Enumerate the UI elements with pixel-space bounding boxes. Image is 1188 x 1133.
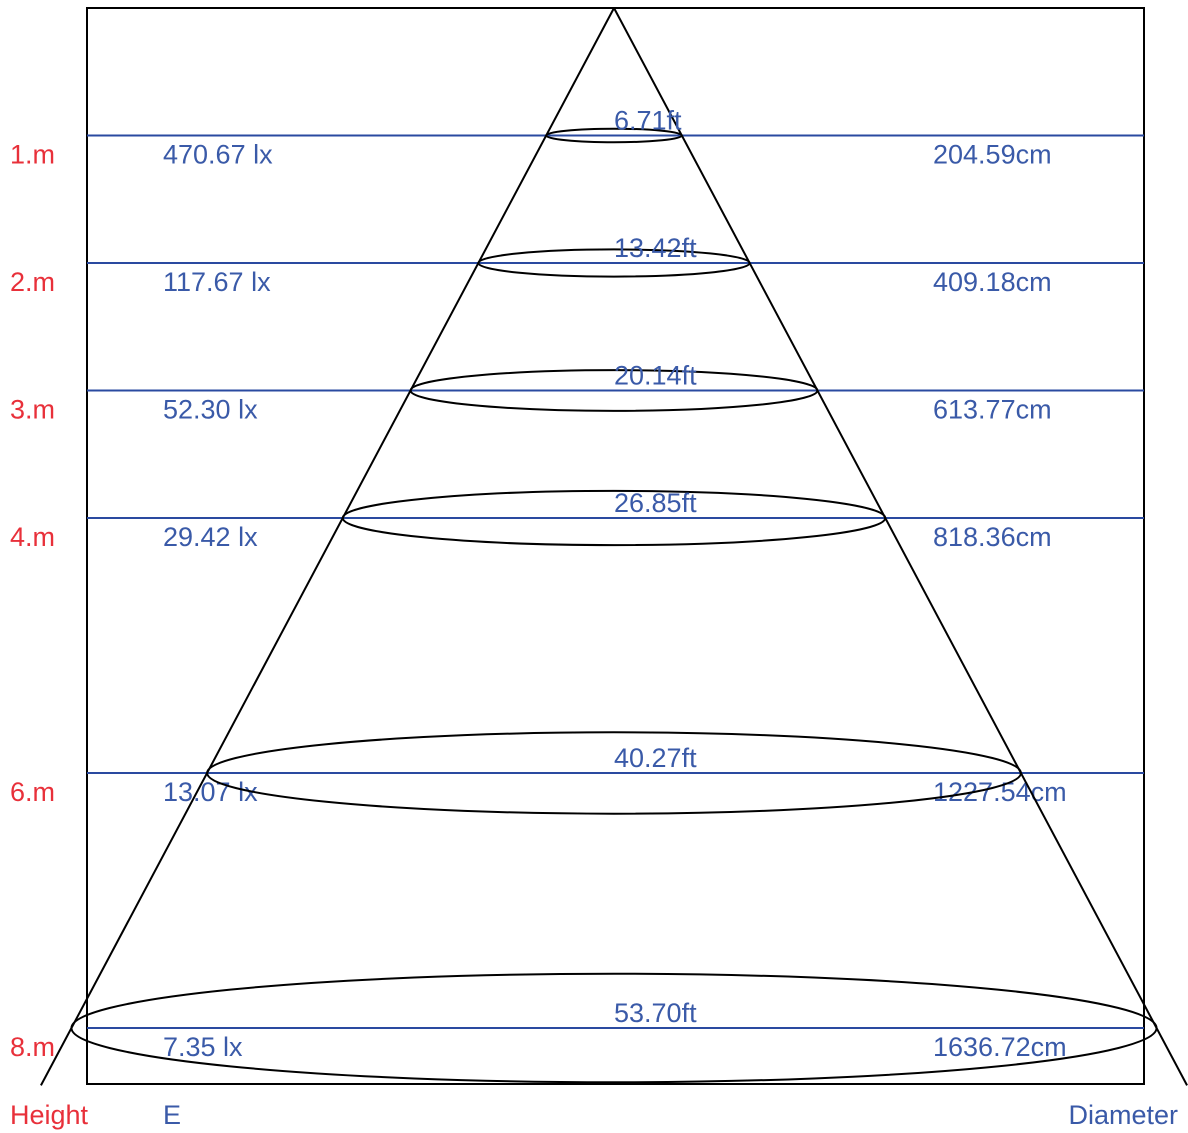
beam-cross-section-ellipse bbox=[545, 127, 683, 144]
beam-cross-section-ellipse bbox=[206, 731, 1022, 815]
height-label: 8.m bbox=[10, 1032, 55, 1062]
diameter-cm-label: 1636.72cm bbox=[933, 1032, 1067, 1062]
diameter-cm-label: 409.18cm bbox=[933, 267, 1052, 297]
diameter-ft-label: 40.27ft bbox=[614, 743, 697, 773]
diameter-cm-label: 1227.54cm bbox=[933, 777, 1067, 807]
illuminance-label: 13.07 lx bbox=[163, 777, 258, 807]
illuminance-column-header: E bbox=[163, 1100, 181, 1130]
illuminance-label: 470.67 lx bbox=[163, 140, 273, 170]
cone-right-edge bbox=[613, 7, 1188, 1086]
diameter-ft-label: 20.14ft bbox=[614, 361, 697, 391]
diameter-column-header: Diameter bbox=[1068, 1100, 1178, 1130]
diameter-cm-label: 613.77cm bbox=[933, 395, 1052, 425]
diameter-ft-label: 26.85ft bbox=[614, 488, 697, 518]
illuminance-label: 117.67 lx bbox=[163, 267, 271, 297]
height-label: 2.m bbox=[10, 267, 55, 297]
beam-cross-section-ellipse bbox=[341, 489, 887, 547]
height-label: 1.m bbox=[10, 140, 55, 170]
diameter-ft-label: 6.71ft bbox=[614, 106, 682, 136]
height-label: 3.m bbox=[10, 395, 55, 425]
height-label: 6.m bbox=[10, 777, 55, 807]
diagram-frame bbox=[86, 7, 1145, 1085]
diameter-cm-label: 818.36cm bbox=[933, 522, 1052, 552]
beam-cross-section-ellipse bbox=[409, 369, 819, 412]
height-column-header: Height bbox=[10, 1100, 89, 1130]
diameter-ft-label: 53.70ft bbox=[614, 998, 697, 1028]
height-label: 4.m bbox=[10, 522, 55, 552]
beam-cross-section-ellipse bbox=[70, 972, 1158, 1084]
illuminance-label: 52.30 lx bbox=[163, 395, 258, 425]
diameter-cm-label: 204.59cm bbox=[933, 140, 1052, 170]
illuminance-label: 7.35 lx bbox=[163, 1032, 243, 1062]
illuminance-label: 29.42 lx bbox=[163, 522, 258, 552]
beam-cross-section-ellipse bbox=[477, 248, 751, 278]
cone-left-edge bbox=[40, 7, 615, 1086]
diameter-ft-label: 13.42ft bbox=[614, 233, 697, 263]
